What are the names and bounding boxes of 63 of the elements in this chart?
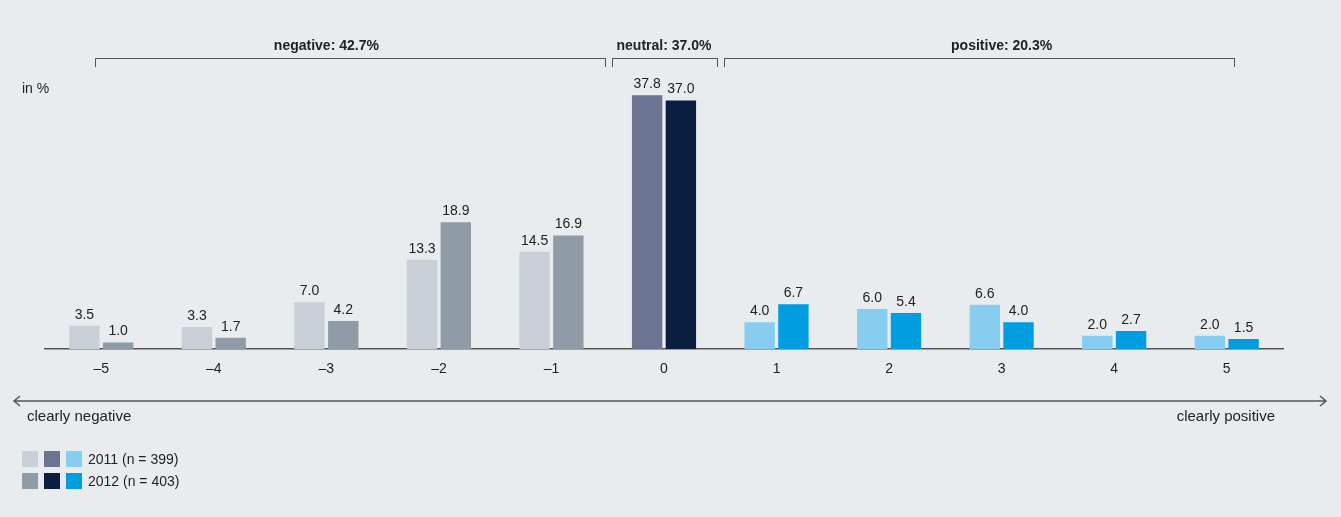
data-label: 6.0 [862, 288, 883, 305]
bar [1003, 322, 1034, 350]
data-label: 6.7 [783, 284, 804, 301]
data-label: 37.0 [667, 80, 695, 97]
bar [328, 320, 359, 350]
data-label: 1.5 [1233, 318, 1254, 335]
text: positive: 20.3% [947, 37, 1057, 53]
bar [406, 259, 438, 350]
data-label: 2.0 [1200, 315, 1220, 332]
x-tick-label: 0 [660, 360, 669, 377]
text: clearly positive [1176, 407, 1275, 424]
bar [294, 302, 325, 350]
x-tick-label: 4 [1110, 360, 1119, 377]
bar [553, 235, 584, 350]
bar [778, 304, 809, 350]
bar [102, 342, 134, 350]
bar [890, 312, 922, 350]
data-label: 5.4 [896, 292, 916, 309]
y-axis-title: in % [22, 80, 50, 96]
bar [631, 95, 663, 350]
data-label: 2.0 [1087, 315, 1108, 332]
bar [969, 304, 1000, 350]
x-tick-label: –2 [431, 360, 447, 377]
x-tick-label: –3 [318, 360, 335, 377]
bar [181, 327, 213, 350]
x-tick-label: 2 [885, 360, 894, 377]
bar [1082, 335, 1113, 350]
text: neutral: 37.0% [612, 37, 716, 53]
bar [1194, 335, 1226, 350]
text: clearly negative [27, 407, 132, 424]
bar [1115, 331, 1147, 350]
data-label: 37.8 [633, 75, 661, 92]
data-label: 7.0 [299, 282, 320, 299]
data-label: 4.0 [1008, 302, 1029, 319]
data-label: 1.0 [108, 322, 129, 339]
bar [744, 322, 775, 350]
bar [215, 337, 246, 350]
x-tick-label: –5 [93, 360, 110, 377]
x-tick-label: –4 [206, 360, 222, 377]
bar [1228, 339, 1259, 350]
x-tick-label: 3 [997, 360, 1006, 377]
data-label: 3.5 [74, 305, 95, 322]
data-label: 18.9 [442, 202, 470, 219]
data-label: 13.3 [408, 239, 436, 256]
data-label: 1.7 [220, 317, 241, 334]
bar [665, 100, 697, 350]
x-tick-label: 5 [1222, 360, 1231, 377]
bar [440, 222, 471, 350]
data-label: 16.9 [554, 215, 583, 232]
x-tick-label: 1 [772, 360, 781, 377]
legend-label: 2011 (n = 399) [88, 451, 179, 467]
x-tick-label: –1 [543, 360, 560, 377]
bar [519, 251, 550, 350]
legend-label: 2012 (n = 403) [88, 473, 180, 489]
data-label: 4.0 [749, 302, 770, 319]
data-label: 14.5 [520, 231, 549, 248]
bar [69, 325, 100, 350]
data-label: 4.2 [333, 300, 354, 317]
data-label: 3.3 [187, 306, 207, 323]
text: negative: 42.7% [269, 37, 383, 53]
data-label: 2.7 [1121, 310, 1142, 327]
bar [857, 308, 888, 350]
data-label: 6.6 [975, 284, 995, 301]
